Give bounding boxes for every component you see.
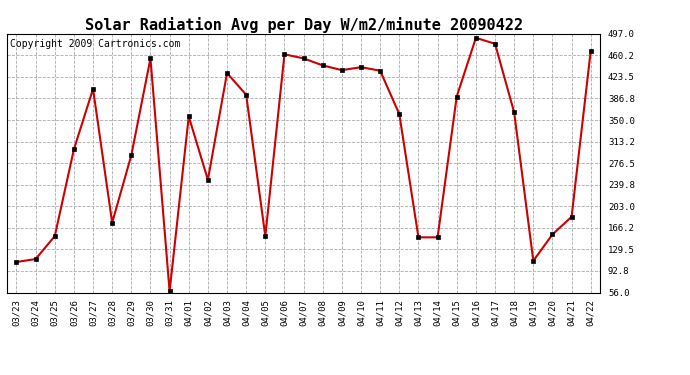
Text: Copyright 2009 Cartronics.com: Copyright 2009 Cartronics.com: [10, 39, 180, 49]
Title: Solar Radiation Avg per Day W/m2/minute 20090422: Solar Radiation Avg per Day W/m2/minute …: [85, 16, 522, 33]
